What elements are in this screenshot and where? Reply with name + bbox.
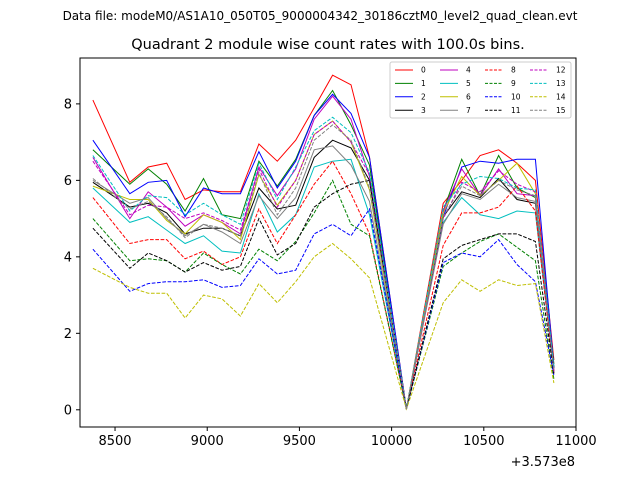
x-offset-label: +3.573e8	[511, 455, 575, 470]
series-line-10	[92, 207, 555, 410]
axes: 8500 9000 9500 10000 10500 11000 0 2 4 6 8	[64, 57, 597, 449]
legend-label-1: 1	[421, 79, 426, 88]
x-tick-label: 11000	[555, 434, 596, 449]
y-tick-label: 4	[64, 250, 72, 265]
legend-label-12: 12	[556, 66, 566, 75]
y-tick-label: 8	[64, 97, 72, 112]
x-tick-label: 9500	[283, 434, 316, 449]
data-file-line: Data file: modeM0/AS1A10_050T05_90000043…	[63, 9, 578, 23]
legend-label-13: 13	[556, 79, 566, 88]
legend-label-3: 3	[421, 106, 426, 115]
axes-frame	[79, 57, 577, 428]
legend-label-15: 15	[556, 106, 566, 115]
series-line-0	[92, 74, 555, 410]
series-line-12	[92, 120, 555, 410]
legend-label-6: 6	[466, 92, 471, 101]
series-line-2	[92, 93, 555, 410]
legend-label-11: 11	[511, 106, 521, 115]
legend-label-4: 4	[466, 66, 471, 75]
series-line-5	[92, 158, 555, 410]
x-tick-label: 9000	[191, 434, 224, 449]
plot-area	[92, 74, 555, 411]
series-line-15	[92, 124, 555, 410]
series-line-14	[92, 242, 555, 411]
y-tick-label: 2	[64, 327, 72, 342]
legend-label-14: 14	[556, 92, 566, 101]
series-line-8	[92, 160, 555, 410]
x-tick-label: 8500	[98, 434, 131, 449]
series-line-11	[92, 179, 555, 410]
legend-label-8: 8	[511, 66, 516, 75]
y-tick-label: 6	[64, 174, 72, 189]
x-tick-label: 10500	[463, 434, 504, 449]
legend-box	[389, 61, 572, 119]
series-line-13	[92, 116, 555, 410]
legend-label-10: 10	[511, 92, 521, 101]
legend-label-0: 0	[421, 66, 426, 75]
legend-label-7: 7	[466, 106, 471, 115]
legend-label-2: 2	[421, 92, 426, 101]
x-tick-label: 10000	[371, 434, 412, 449]
y-tick-label: 0	[64, 403, 72, 418]
legend-label-5: 5	[466, 79, 471, 88]
series-line-7	[92, 145, 555, 410]
chart-title: Quadrant 2 module wise count rates with …	[131, 37, 525, 53]
legend-label-9: 9	[511, 79, 516, 88]
series-line-4	[92, 95, 555, 410]
